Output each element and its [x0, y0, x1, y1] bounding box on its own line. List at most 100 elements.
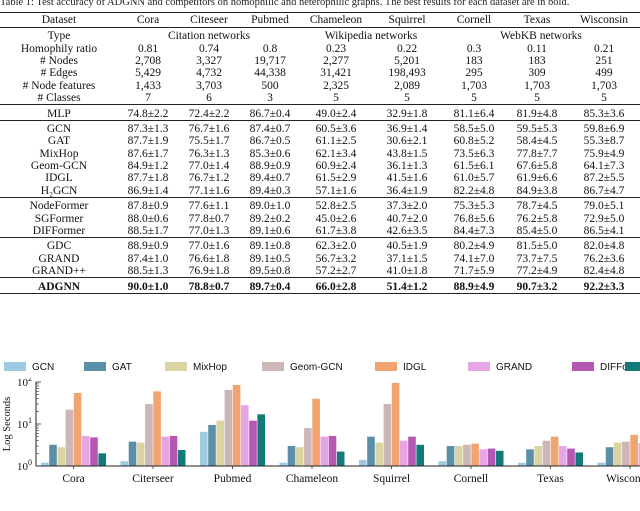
row-label: NodeFormer	[29, 200, 89, 213]
header-cell: Cora	[118, 12, 178, 28]
x-tick-label: Cornell	[454, 473, 489, 485]
legend-label: DIFFormer	[600, 362, 640, 373]
table-cell: 87.6±1.7	[127, 147, 169, 160]
type-group-wikipedia: Wikipedia networks	[324, 30, 418, 43]
table-cell: 295	[465, 67, 483, 80]
bar	[257, 414, 265, 466]
table-cell: 2,089	[394, 79, 420, 92]
table-cell: 76.8±5.6	[453, 212, 495, 225]
results-table: Dataset Cora Citeseer Pubmed Chameleon S…	[0, 12, 640, 294]
y-tick-label: 102	[17, 378, 32, 389]
table-cell: 1,703	[461, 79, 487, 92]
table-cell: 309	[528, 67, 546, 80]
table-row: GCN 87.3±1.3 76.7±1.6 87.4±0.7 60.5±3.6 36.9±…	[0, 120, 640, 135]
type-group-citation: Citation networks	[167, 30, 251, 43]
table-cell: 77.8±7.7	[516, 147, 558, 160]
table-row: H₂GCN 86.9±1.4 77.1±1.6 89.4±0.3 57.1±1.6 36.…	[0, 184, 640, 199]
table-cell: 72.9±5.0	[583, 212, 625, 225]
table-cell: 55.3±8.7	[583, 135, 625, 148]
bar	[232, 384, 241, 466]
table-row: GDC 88.9±0.9 77.0±1.6 89.1±0.8 62.3±2.0 40.5±…	[0, 238, 640, 253]
table-cell: 88.0±0.6	[127, 212, 169, 225]
bar	[216, 420, 224, 466]
table-cell: 92.2±3.3	[568, 277, 640, 294]
table-row: GAT 87.7±1.9 75.5±1.7 86.7±0.5 61.1±2.5 30.6±…	[0, 135, 640, 147]
bar	[479, 449, 488, 466]
bar	[224, 389, 233, 466]
x-tick-label: Texas	[537, 473, 564, 485]
table-cell: 76.2±5.8	[516, 212, 558, 225]
table-cell: 77.8±0.7	[188, 212, 230, 225]
legend-item: IDGL	[375, 362, 426, 374]
table-cell: 86.5±4.1	[568, 224, 640, 239]
table-cell: 61.9±6.6	[516, 172, 558, 185]
table-cell: 78.8±0.7	[178, 277, 240, 294]
header-cell: Wisconsin	[568, 12, 640, 28]
table-cell: 5	[506, 91, 568, 106]
table-cell: 57.1±1.6	[300, 184, 372, 199]
table-cell: 56.7±3.2	[315, 252, 357, 265]
table-cell: 5,429	[135, 67, 161, 80]
row-label: GDC	[46, 240, 72, 253]
table-cell: 58.5±5.0	[453, 122, 495, 135]
table-row: GRAND++ 88.5±1.3 76.9±1.8 89.5±0.8 57.2±2.7 4…	[0, 265, 640, 279]
table-cell: 32.9±1.8	[372, 104, 442, 121]
bar	[120, 461, 129, 466]
row-label: ADGNN	[0, 277, 118, 294]
table-cell: 88.5±1.3	[118, 265, 178, 279]
table-row: IDGL 87.7±1.8 76.7±1.2 89.4±0.7 61.5±2.9 41.5…	[0, 172, 640, 184]
header-cell: Squirrel	[372, 12, 442, 28]
bar	[249, 420, 257, 466]
table-cell: 89.2±0.2	[249, 212, 291, 225]
table-cell: 61.5±6.1	[453, 160, 495, 173]
table-cell: 183	[528, 54, 546, 67]
row-label: SGFormer	[34, 212, 84, 225]
bar	[241, 405, 249, 466]
table-cell: 36.1±1.3	[386, 160, 428, 173]
bar	[304, 428, 312, 466]
bar	[400, 440, 408, 466]
bar	[559, 445, 567, 466]
bar	[287, 445, 296, 466]
table-cell: 87.2±5.5	[583, 172, 625, 185]
table-cell: 87.4±0.7	[249, 122, 291, 135]
bar	[487, 448, 496, 466]
table-cell: 5	[372, 91, 442, 106]
table-cell: 499	[595, 67, 613, 80]
bar	[73, 392, 82, 466]
row-label: DIFFormer	[0, 224, 118, 239]
table-cell: 64.1±7.3	[583, 160, 625, 173]
table-cell: 76.9±1.8	[178, 265, 240, 279]
table-cell: 90.7±3.2	[506, 277, 568, 294]
table-header-row: Dataset Cora Citeseer Pubmed Chameleon S…	[0, 12, 640, 28]
table-cell: 77.0±1.3	[178, 224, 240, 239]
row-label: # Node features	[22, 79, 96, 92]
table-cell: 4,732	[196, 67, 222, 80]
bar	[495, 450, 504, 466]
legend-label: MixHop	[193, 362, 227, 373]
table-cell: 37.3±2.0	[386, 200, 428, 213]
bar	[200, 431, 208, 466]
table-cell: 89.7±0.4	[240, 277, 300, 294]
row-label: Homophily ratio	[20, 42, 98, 55]
x-tick-label: Pubmed	[214, 473, 252, 485]
table-cell: 52.8±2.5	[315, 200, 357, 213]
bar	[471, 443, 479, 466]
header-cell: Texas	[506, 12, 568, 28]
table-cell: 30.6±2.1	[386, 135, 428, 148]
x-tick-label: Cora	[62, 473, 84, 485]
table-cell: 75.3±5.3	[453, 200, 495, 213]
table-cell: 59.5±5.3	[516, 122, 558, 135]
table-cell: 71.7±5.9	[442, 265, 506, 279]
table-cell: 77.2±4.9	[506, 265, 568, 279]
table-cell: 41.0±1.8	[372, 265, 442, 279]
bar	[169, 435, 178, 466]
table-cell: 89.1±0.6	[240, 224, 300, 239]
bar	[328, 435, 337, 466]
bar	[542, 440, 551, 466]
table-row-ours: ADGNN 90.0±1.0 78.8±0.7 89.7±0.4 66.0±2.8 51.…	[0, 277, 640, 294]
table-cell: 87.3±1.3	[127, 122, 169, 135]
legend-item: DIFFormer	[572, 362, 640, 374]
chart-legend: GCN GAT MixHop Geom-GCN IDGL GRAND DIFFormerA	[0, 360, 640, 376]
table-cell: 45.0±2.6	[315, 212, 357, 225]
